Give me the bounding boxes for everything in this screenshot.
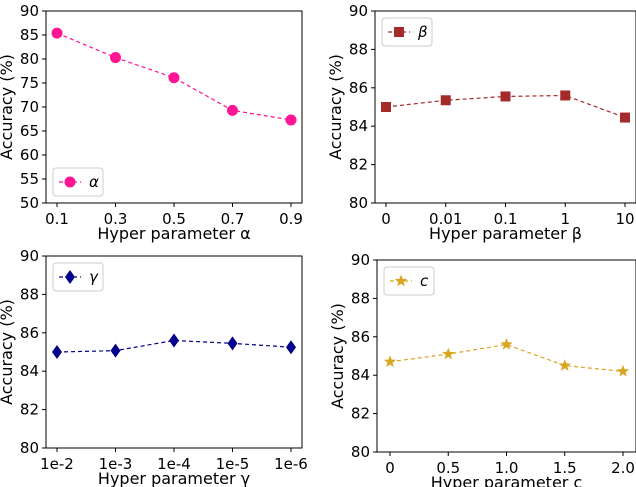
y-tick-label: 84 (20, 362, 39, 380)
data-point-marker (227, 336, 238, 351)
data-point-marker (440, 95, 451, 106)
y-tick-label: 90 (20, 2, 39, 20)
series-line-c (389, 343, 624, 372)
y-tick-label: 80 (351, 443, 370, 461)
data-point-marker (442, 347, 455, 360)
legend-marker (65, 270, 75, 284)
x-tick-label: 1e-5 (216, 455, 250, 473)
legend: γ (52, 262, 104, 292)
y-tick-label: 80 (349, 194, 368, 212)
legend: c (383, 266, 435, 296)
y-tick-label: 90 (349, 2, 368, 20)
data-point-marker (500, 337, 513, 350)
y-tick-label: 84 (351, 366, 370, 384)
data-point-marker (52, 345, 62, 359)
x-tick-label: 10 (615, 210, 634, 228)
data-point-marker (227, 104, 238, 116)
y-tick-label: 90 (351, 251, 370, 269)
chart-panel-c: 80 82 84 86 88 90 0 0.5 1.0 1.5 2.0 Hyper parameter… (328, 251, 636, 487)
x-tick-label: 0 (381, 210, 391, 228)
legend-box (383, 266, 435, 296)
x-tick-label: 1e-2 (40, 455, 74, 473)
legend-label: γ (89, 268, 99, 286)
x-tick-label: 1 (560, 210, 570, 228)
y-tick-label: 82 (351, 405, 370, 423)
x-tick-label: 0.7 (221, 210, 245, 228)
data-point-marker (286, 340, 296, 355)
y-tick-label: 65 (20, 122, 39, 140)
data-point-marker (560, 90, 571, 101)
data-point-marker (383, 355, 397, 368)
y-tick-label: 70 (20, 98, 39, 116)
x-tick-label: 0.3 (104, 210, 128, 228)
x-tick-label: 2.0 (611, 459, 635, 477)
y-tick-label: 86 (20, 324, 39, 342)
legend-label: c (420, 272, 429, 290)
legend-box (52, 262, 104, 292)
chart-panel-alpha: 50 55 60 65 70 75 80 85 90 0.1 0.3 0.5 0.7 0.9 Hyper p… (0, 2, 303, 243)
y-tick-label: 84 (349, 117, 368, 135)
series-line-gamma (56, 339, 292, 353)
y-axis-label: Accuracy (%) (0, 299, 16, 405)
legend-marker (394, 274, 408, 287)
x-tick-label: 1.0 (495, 459, 519, 477)
y-tick-label: 55 (20, 170, 39, 188)
x-tick-label: 1.5 (553, 459, 577, 477)
x-tick-label: 0.01 (429, 210, 462, 228)
data-point-marker (558, 359, 571, 371)
data-point-marker (168, 72, 180, 84)
x-tick-label: 0.1 (494, 210, 518, 228)
y-tick-label: 50 (20, 194, 39, 212)
series-line-alpha (56, 32, 292, 121)
x-tick-label: 1e-6 (274, 455, 308, 473)
x-tick-label: 0.5 (436, 459, 460, 477)
x-axis-label: Hyper parameter α (97, 224, 250, 243)
legend-marker (394, 27, 404, 37)
y-axis-label: Accuracy (%) (328, 303, 347, 409)
y-tick-label: 80 (20, 50, 39, 68)
y-tick-label: 75 (20, 74, 39, 92)
y-tick-label: 86 (349, 79, 368, 97)
x-axis-label: Hyper parameter γ (98, 469, 250, 487)
y-tick-label: 88 (351, 289, 370, 307)
x-axis-label: Hyper parameter β (429, 224, 582, 243)
legend: β (381, 17, 433, 47)
x-tick-label: 1e-4 (157, 455, 191, 473)
chart-panel-gamma: 80 82 84 86 88 90 1e-2 1e-3 1e-4 1e-5 1e-6 Hyper pa… (0, 247, 308, 487)
legend-label: α (89, 173, 99, 191)
data-point-marker (110, 343, 121, 358)
y-tick-label: 60 (20, 146, 39, 164)
x-tick-label: 0.1 (45, 210, 69, 228)
y-tick-label: 88 (20, 285, 39, 303)
legend-label: β (417, 23, 428, 41)
legend-box (52, 167, 104, 197)
y-tick-label: 82 (20, 401, 39, 419)
data-point-marker (169, 333, 179, 348)
y-axis-label: Accuracy (%) (326, 54, 345, 160)
data-point-marker (285, 114, 297, 126)
x-tick-label: 0.9 (279, 210, 303, 228)
data-point-marker (110, 52, 121, 64)
data-point-marker (381, 102, 391, 112)
data-point-marker (500, 91, 511, 102)
legend-box (381, 17, 433, 47)
y-tick-label: 90 (20, 247, 39, 265)
data-point-marker (620, 112, 630, 123)
legend: α (52, 167, 104, 197)
y-tick-label: 85 (20, 26, 39, 44)
y-tick-label: 86 (351, 328, 370, 346)
x-tick-label: 1e-3 (99, 455, 133, 473)
legend-marker (64, 176, 76, 188)
x-tick-label: 0.5 (162, 210, 186, 228)
x-tick-label: 0 (385, 459, 395, 477)
y-tick-label: 88 (349, 40, 368, 58)
data-point-marker (616, 364, 630, 377)
y-tick-label: 82 (349, 156, 368, 174)
chart-panel-beta: 80 82 84 86 88 90 0 0.01 0.1 1 10 Hyper parameter β… (326, 2, 636, 243)
y-tick-label: 80 (20, 439, 39, 457)
x-axis-label: Hyper parameter c (431, 473, 583, 487)
data-point-marker (51, 27, 63, 39)
y-axis-label: Accuracy (%) (0, 54, 16, 160)
